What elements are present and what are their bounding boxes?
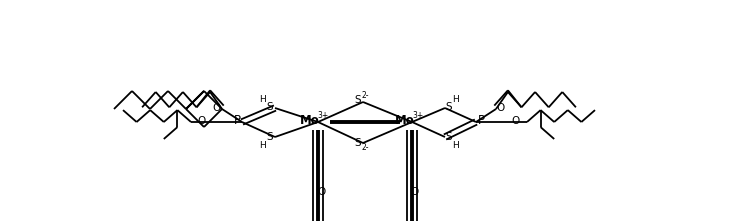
Text: S: S [355, 138, 361, 148]
Text: O: O [497, 103, 505, 113]
Text: S: S [267, 102, 273, 112]
Text: H: H [453, 141, 459, 149]
Text: O: O [198, 116, 206, 126]
Text: S: S [446, 102, 453, 112]
Text: S: S [446, 132, 453, 142]
Text: 2-: 2- [361, 91, 369, 101]
Text: O: O [213, 103, 221, 113]
Text: 2-: 2- [361, 143, 369, 152]
Text: H: H [453, 95, 459, 103]
Text: O: O [411, 187, 419, 197]
Text: H: H [260, 141, 267, 149]
Text: S: S [267, 132, 273, 142]
Text: O: O [318, 187, 326, 197]
Text: Mo: Mo [395, 114, 415, 128]
Text: P: P [233, 114, 240, 128]
Text: S: S [355, 95, 361, 105]
Text: Mo: Mo [300, 114, 320, 128]
Text: O: O [512, 116, 520, 126]
Text: 3+: 3+ [413, 112, 424, 120]
Text: P: P [477, 114, 484, 128]
Text: 3+: 3+ [317, 112, 328, 120]
Text: H: H [260, 95, 267, 103]
